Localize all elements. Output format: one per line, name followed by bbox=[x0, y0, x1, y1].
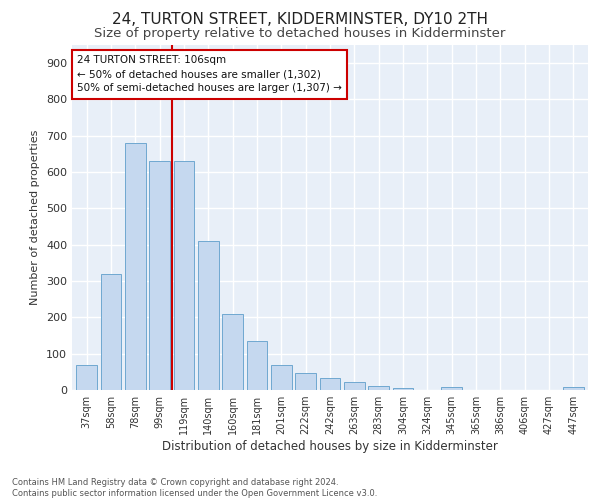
Bar bbox=[442, 387, 462, 390]
Text: Size of property relative to detached houses in Kidderminster: Size of property relative to detached ho… bbox=[94, 28, 506, 40]
Bar bbox=[173, 161, 194, 390]
X-axis label: Distribution of detached houses by size in Kidderminster: Distribution of detached houses by size … bbox=[162, 440, 498, 453]
Text: 24, TURTON STREET, KIDDERMINSTER, DY10 2TH: 24, TURTON STREET, KIDDERMINSTER, DY10 2… bbox=[112, 12, 488, 28]
Bar bbox=[271, 364, 292, 390]
Bar bbox=[222, 314, 243, 390]
Bar bbox=[125, 143, 146, 390]
Y-axis label: Number of detached properties: Number of detached properties bbox=[31, 130, 40, 305]
Bar bbox=[368, 386, 389, 390]
Bar bbox=[392, 388, 413, 390]
Text: 24 TURTON STREET: 106sqm
← 50% of detached houses are smaller (1,302)
50% of sem: 24 TURTON STREET: 106sqm ← 50% of detach… bbox=[77, 56, 342, 94]
Bar bbox=[563, 387, 584, 390]
Bar bbox=[76, 364, 97, 390]
Bar bbox=[101, 274, 121, 390]
Bar bbox=[295, 372, 316, 390]
Bar bbox=[149, 161, 170, 390]
Bar bbox=[320, 378, 340, 390]
Bar bbox=[344, 382, 365, 390]
Bar bbox=[198, 241, 218, 390]
Text: Contains HM Land Registry data © Crown copyright and database right 2024.
Contai: Contains HM Land Registry data © Crown c… bbox=[12, 478, 377, 498]
Bar bbox=[247, 341, 268, 390]
